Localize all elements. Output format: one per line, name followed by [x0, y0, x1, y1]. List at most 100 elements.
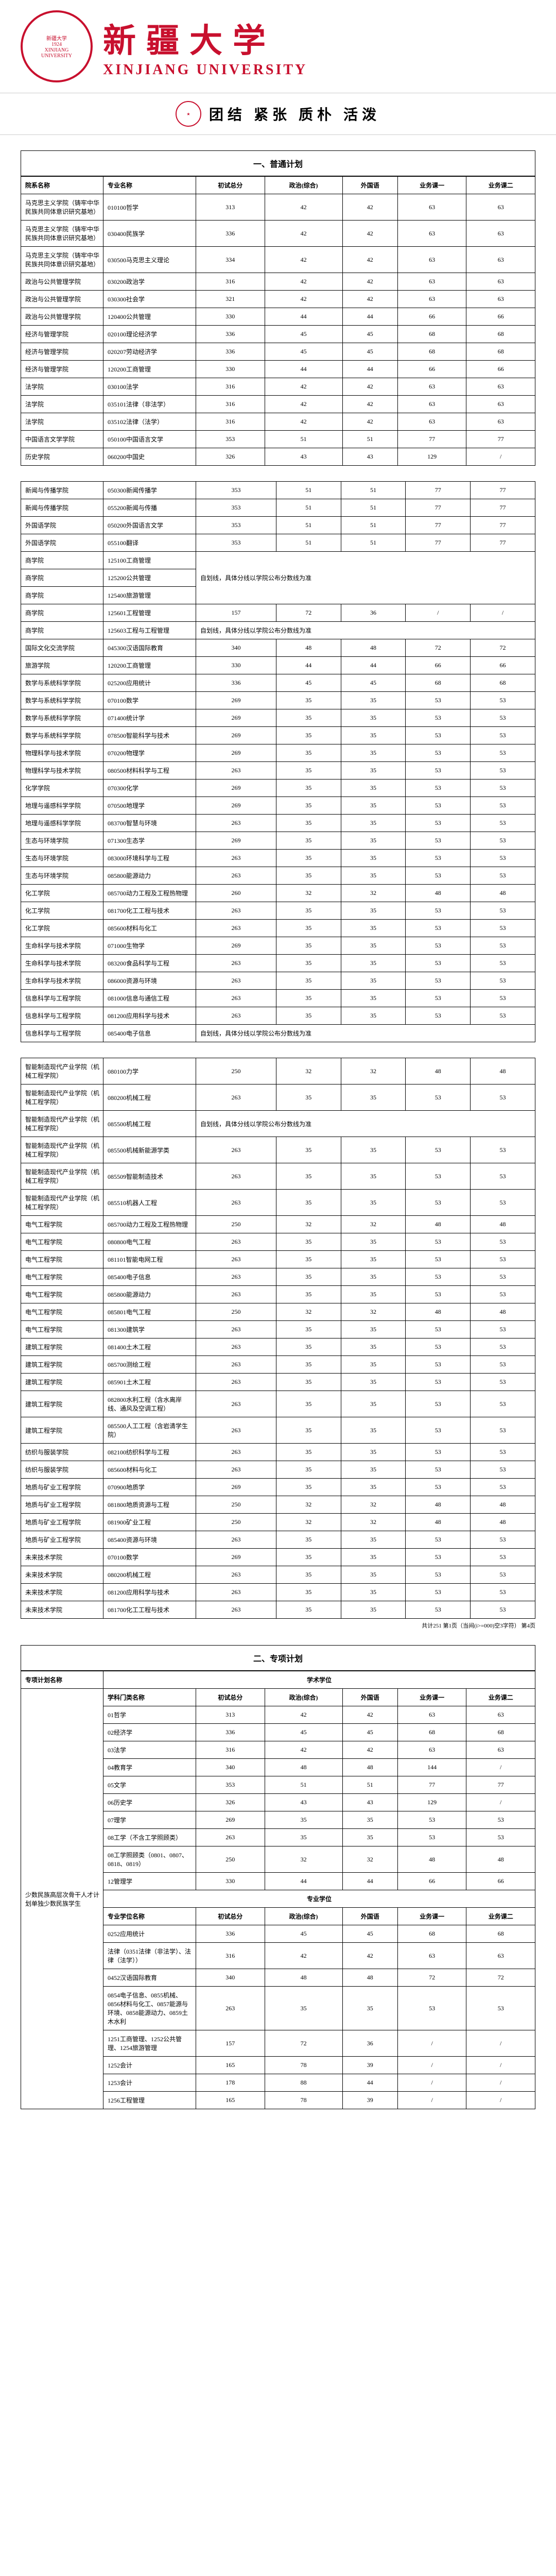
table-cell: 53 — [471, 744, 535, 762]
table-cell: 42 — [342, 378, 397, 396]
table-cell: 77 — [406, 534, 471, 552]
table-cell: 63 — [466, 194, 535, 221]
table-cell: 72 — [406, 639, 471, 657]
table-row: 数学与系统科学学院025200应用统计33645456868 — [21, 674, 535, 692]
table-cell: 未来技术学院 — [21, 1601, 103, 1619]
table-row: 商学院125100工商管理自划线，具体分线以学院公布分数线为准 — [21, 552, 535, 569]
table-cell: 48 — [471, 885, 535, 902]
table-row: 历史学院060200中国史3264343129/ — [21, 448, 535, 466]
table-cell: 083000环境科学与工程 — [103, 850, 196, 867]
table-cell: 马克思主义学院（铸牢中华民族共同体意识研究基地） — [21, 194, 103, 221]
table-cell: 1252会计 — [103, 2057, 196, 2074]
table-cell: 269 — [196, 692, 276, 709]
table-cell: 36 — [341, 604, 406, 622]
table-cell: 63 — [466, 1741, 535, 1759]
table-cell: 未来技术学院 — [21, 1566, 103, 1584]
table-cell: 未来技术学院 — [21, 1549, 103, 1566]
table-cell: 72 — [466, 1969, 535, 1987]
table-row: 经济与管理学院020100理论经济学33645456868 — [21, 326, 535, 343]
table-cell: 129 — [397, 1794, 466, 1811]
table-cell: 050100中国语言文学 — [103, 431, 196, 448]
table-header: 业务课二 — [466, 177, 535, 194]
table-cell: 物理科学与技术学院 — [21, 762, 103, 779]
subheader: ★ 团结 紧张 质朴 活泼 — [0, 93, 556, 135]
table-cell: 35 — [276, 1321, 341, 1338]
table-cell: 53 — [406, 744, 471, 762]
table-cell: 35 — [341, 1531, 406, 1549]
table-cell: 326 — [196, 1794, 265, 1811]
table-cell: 125603工程与工程管理 — [103, 622, 196, 639]
table-cell: 35 — [341, 727, 406, 744]
table-cell: 250 — [196, 1303, 276, 1321]
table-cell: 63 — [397, 396, 466, 413]
table-header: 业务课一 — [397, 1908, 466, 1925]
table-cell: 44 — [265, 1873, 342, 1890]
logo-small: ★ — [176, 101, 201, 127]
table-cell: 120200工商管理 — [103, 657, 196, 674]
table-cell: 地质与矿业工程学院 — [21, 1531, 103, 1549]
table-cell: 42 — [342, 291, 397, 308]
table-cell: 48 — [471, 1058, 535, 1084]
table-cell: 53 — [406, 762, 471, 779]
table-cell: 53 — [471, 1321, 535, 1338]
table-cell: 321 — [196, 291, 265, 308]
table-cell: 35 — [341, 1356, 406, 1374]
table-cell: 316 — [196, 378, 265, 396]
table-cell: 53 — [471, 1233, 535, 1251]
table-cell: / — [466, 2057, 535, 2074]
table-cell: 纺织与服装学院 — [21, 1444, 103, 1461]
table-cell: 0452汉语国际教育 — [103, 1969, 196, 1987]
table-cell: 070900地质学 — [103, 1479, 196, 1496]
table-cell: 63 — [466, 1943, 535, 1969]
table-row: 生命科学与技术学院071000生物学26935355353 — [21, 937, 535, 955]
table-cell: 35 — [341, 1461, 406, 1479]
table-cell: 32 — [342, 1846, 397, 1873]
table-cell: 63 — [397, 273, 466, 291]
table-cell: 53 — [406, 815, 471, 832]
table-cell: 02经济学 — [103, 1724, 196, 1741]
table-cell: 085400电子信息 — [103, 1268, 196, 1286]
table-cell: 53 — [406, 692, 471, 709]
table-cell: 51 — [341, 534, 406, 552]
table-cell: 53 — [406, 1356, 471, 1374]
table-cell: 35 — [276, 1566, 341, 1584]
table-cell: 政治与公共管理学院 — [21, 308, 103, 326]
table-cell: 35 — [341, 850, 406, 867]
table-cell: 316 — [196, 1943, 265, 1969]
table-cell: 010100哲学 — [103, 194, 196, 221]
table-row: 建筑工程学院085500人工工程（含岩清学生院）26335355353 — [21, 1417, 535, 1444]
table-cell: 53 — [471, 1163, 535, 1190]
table-cell: 旅游学院 — [21, 657, 103, 674]
table-cell: 32 — [341, 1514, 406, 1531]
table-cell: 51 — [342, 431, 397, 448]
table-cell: 48 — [406, 1058, 471, 1084]
table-cell: 120400公共管理 — [103, 308, 196, 326]
table-cell: 04教育学 — [103, 1759, 196, 1776]
table-cell: 商学院 — [21, 552, 103, 569]
table-cell: 32 — [276, 885, 341, 902]
table-cell: 36 — [342, 2030, 397, 2057]
table-cell: 35 — [276, 1601, 341, 1619]
table-cell: 51 — [276, 517, 341, 534]
table-cell: 48 — [406, 885, 471, 902]
table-cell: 125400旅游管理 — [103, 587, 196, 604]
table-cell: 44 — [265, 308, 342, 326]
table-cell: 32 — [276, 1058, 341, 1084]
table-cell: 53 — [471, 1286, 535, 1303]
table-cell: 269 — [196, 797, 276, 815]
table-cell: 353 — [196, 482, 276, 499]
table-cell: 336 — [196, 221, 265, 247]
table-cell: 53 — [406, 902, 471, 920]
table-cell: 53 — [471, 867, 535, 885]
table-cell: 35 — [341, 1321, 406, 1338]
table-header: 初试总分 — [196, 1908, 265, 1925]
table-cell: 新闻与传播学院 — [21, 499, 103, 517]
table-cell: 数学与系统科学学院 — [21, 727, 103, 744]
table-section1-block3: 智能制造现代产业学院（机械工程学院）080100力学25032324848智能制… — [21, 1058, 535, 1619]
table-cell: 263 — [196, 762, 276, 779]
table-row: 数学与系统科学学院071400统计学26935355353 — [21, 709, 535, 727]
table-row: 电气工程学院085700动力工程及工程热物理25032324848 — [21, 1216, 535, 1233]
table-cell: / — [466, 2092, 535, 2109]
table-cell: 085800能源动力 — [103, 1286, 196, 1303]
table-cell: 53 — [471, 709, 535, 727]
